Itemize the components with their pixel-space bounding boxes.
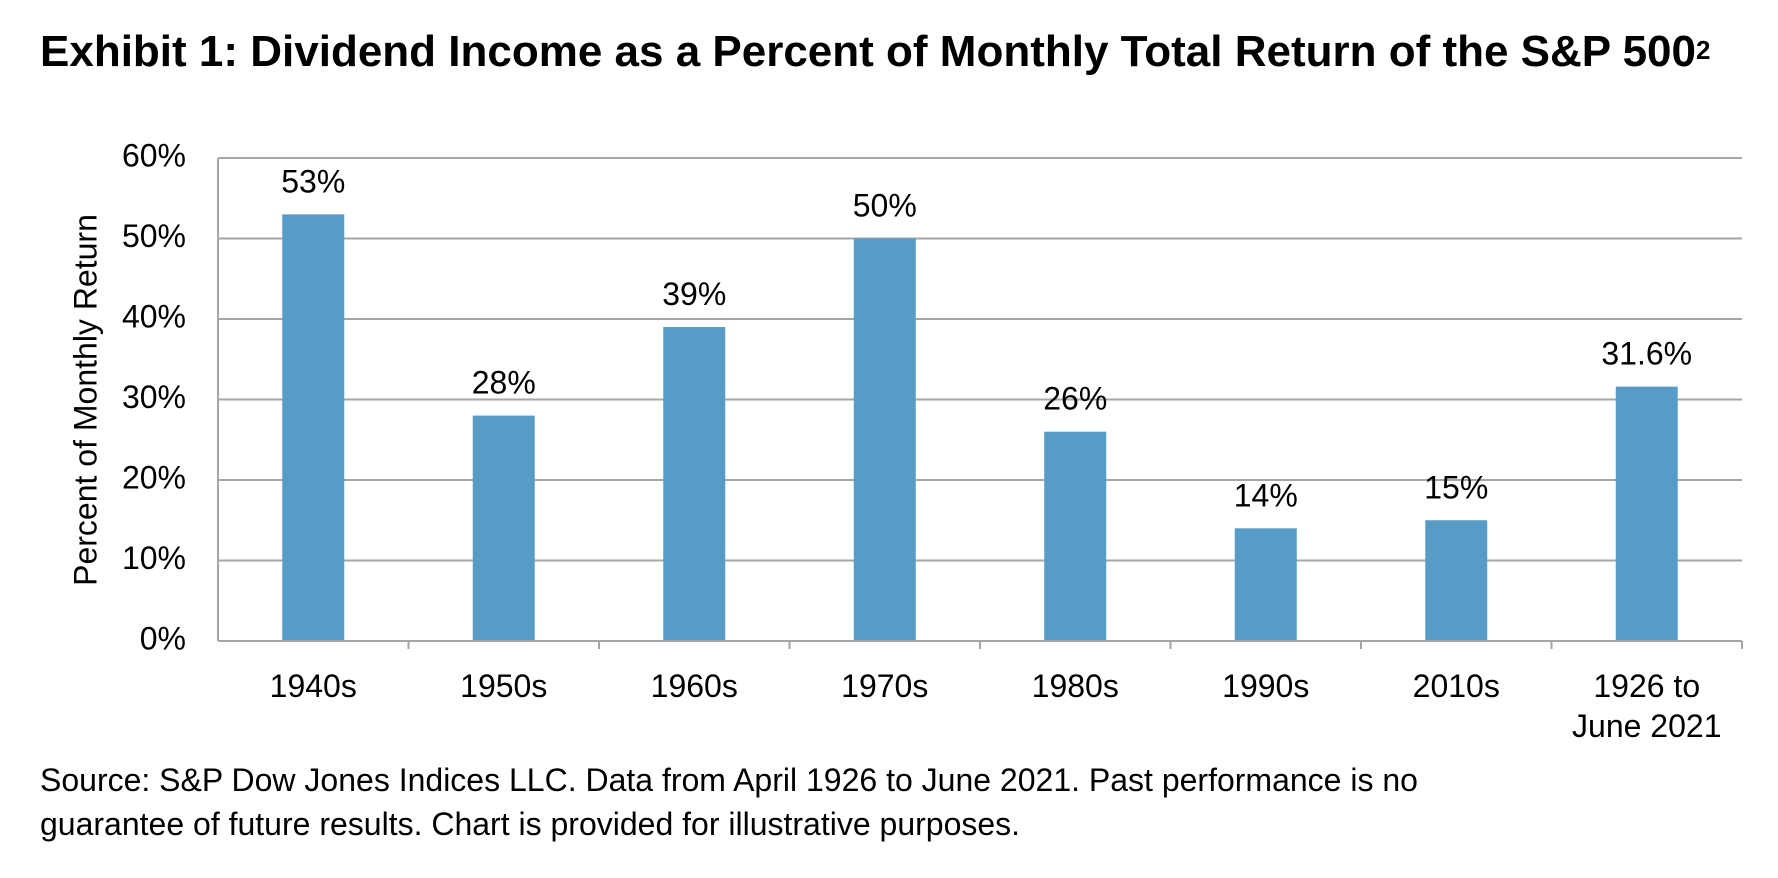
bar bbox=[1615, 386, 1678, 641]
x-tick-label: 1940s bbox=[270, 668, 357, 704]
source-note: Source: S&P Dow Jones Indices LLC. Data … bbox=[40, 758, 1740, 846]
data-label: 28% bbox=[472, 365, 536, 401]
axes: 0% 10% 20% 30% 40% 50% 60% 1940s 1950s 1960s 1970s… bbox=[122, 137, 1743, 744]
x-tick-label: 1980s bbox=[1032, 668, 1119, 704]
chart-title: Exhibit 1: Dividend Income as a Percent … bbox=[40, 26, 1740, 78]
y-tick-label: 60% bbox=[122, 137, 186, 173]
y-axis-label: Percent of Monthly Return bbox=[67, 214, 103, 586]
data-label: 50% bbox=[853, 188, 917, 224]
x-tick-label: 1950s bbox=[460, 668, 547, 704]
data-label: 26% bbox=[1043, 381, 1107, 417]
x-tick-label: 1990s bbox=[1222, 668, 1309, 704]
gridlines bbox=[218, 157, 1742, 562]
bar bbox=[282, 214, 345, 641]
bar-chart: 0% 10% 20% 30% 40% 50% 60% 1940s 1950s 1960s 1970s… bbox=[67, 137, 1743, 744]
bar bbox=[1044, 431, 1107, 641]
chart-title-footnote-marker: 2 bbox=[1696, 35, 1711, 65]
source-note-line-1: Source: S&P Dow Jones Indices LLC. Data … bbox=[40, 762, 1418, 798]
data-label: 14% bbox=[1234, 477, 1298, 513]
data-labels: 53% 28% 39% 50% 26% 14% 15% 31.6% bbox=[281, 163, 1692, 513]
bar bbox=[1234, 528, 1297, 641]
bars bbox=[282, 214, 1678, 641]
bar bbox=[472, 415, 535, 641]
bar bbox=[1425, 520, 1488, 641]
y-tick-label: 50% bbox=[122, 218, 186, 254]
chart-title-text: Exhibit 1: Dividend Income as a Percent … bbox=[40, 27, 1696, 76]
source-note-line-2: guarantee of future results. Chart is pr… bbox=[40, 806, 1021, 842]
y-tick-label: 0% bbox=[140, 620, 186, 656]
bar bbox=[663, 327, 726, 641]
y-tick-label: 20% bbox=[122, 459, 186, 495]
data-label: 53% bbox=[281, 163, 345, 199]
y-tick-label: 30% bbox=[122, 379, 186, 415]
data-label: 39% bbox=[662, 276, 726, 312]
x-tick-label: 1970s bbox=[841, 668, 928, 704]
x-tick-label: 1960s bbox=[651, 668, 738, 704]
y-tick-label: 40% bbox=[122, 298, 186, 334]
x-tick-label: 2010s bbox=[1413, 668, 1500, 704]
bar bbox=[853, 238, 916, 641]
data-label: 15% bbox=[1424, 469, 1488, 505]
x-tick-label: 1926 to June 2021 bbox=[1572, 668, 1721, 744]
data-label: 31.6% bbox=[1601, 336, 1692, 372]
y-tick-label: 10% bbox=[122, 540, 186, 576]
